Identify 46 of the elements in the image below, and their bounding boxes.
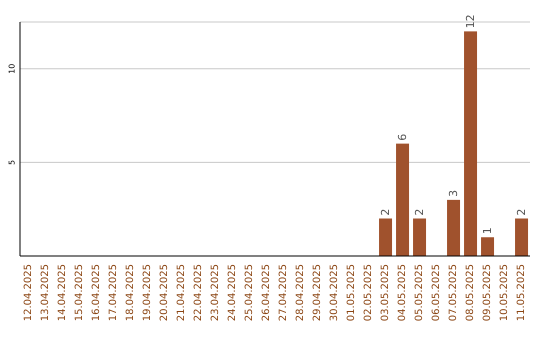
- data-label: 1: [481, 227, 494, 234]
- x-tick-label: 16.04.2025: [91, 264, 102, 322]
- bar: [447, 200, 460, 256]
- y-tick-label: 10: [8, 64, 16, 74]
- x-tick-label: 17.04.2025: [108, 264, 119, 322]
- x-tick-label: 12.04.2025: [23, 264, 34, 322]
- x-tick-label: 29.04.2025: [312, 264, 323, 322]
- x-tick-label: 08.05.2025: [465, 264, 476, 322]
- data-label: 6: [396, 134, 410, 141]
- bar: [379, 218, 392, 256]
- x-tick-label: 18.04.2025: [125, 264, 136, 322]
- x-tick-label: 25.04.2025: [244, 264, 255, 322]
- x-tick-label: 01.05.2025: [346, 264, 357, 322]
- x-tick-label: 20.04.2025: [159, 264, 170, 322]
- bar: [464, 31, 478, 256]
- x-tick-label: 30.04.2025: [329, 264, 340, 322]
- x-tick-label: 27.04.2025: [278, 264, 289, 322]
- x-tick-label: 21.04.2025: [176, 264, 187, 322]
- x-tick-label: 04.05.2025: [397, 264, 408, 322]
- bar: [413, 218, 426, 256]
- x-tick-label: 06.05.2025: [431, 264, 442, 322]
- x-tick-label: 02.05.2025: [363, 264, 374, 322]
- x-tick-label: 09.05.2025: [482, 264, 493, 322]
- x-tick-label: 07.05.2025: [448, 264, 459, 322]
- bar: [481, 237, 494, 256]
- x-tick-label: 22.04.2025: [193, 264, 204, 322]
- x-tick-label: 03.05.2025: [380, 264, 391, 322]
- data-label: 2: [413, 208, 426, 216]
- data-label: 3: [447, 190, 460, 197]
- x-tick-label: 13.04.2025: [40, 264, 51, 322]
- x-tick-label: 05.05.2025: [414, 264, 425, 322]
- y-tick-label: 5: [8, 160, 16, 165]
- x-tick-label: 11.05.2025: [516, 264, 527, 322]
- data-label: 2: [515, 208, 528, 216]
- x-tick-label: 14.04.2025: [57, 264, 68, 322]
- bar: [396, 144, 410, 256]
- x-tick-label: 26.04.2025: [261, 264, 272, 322]
- x-tick-label: 28.04.2025: [295, 264, 306, 322]
- data-label: 12: [464, 14, 478, 28]
- x-tick-label: 15.04.2025: [74, 264, 85, 322]
- x-tick-label: 19.04.2025: [142, 264, 153, 322]
- x-tick-label: 23.04.2025: [210, 264, 221, 322]
- data-label: 2: [379, 208, 392, 216]
- x-tick-label: 10.05.2025: [499, 264, 510, 322]
- x-tick-label: 24.04.2025: [227, 264, 238, 322]
- bar: [515, 218, 528, 256]
